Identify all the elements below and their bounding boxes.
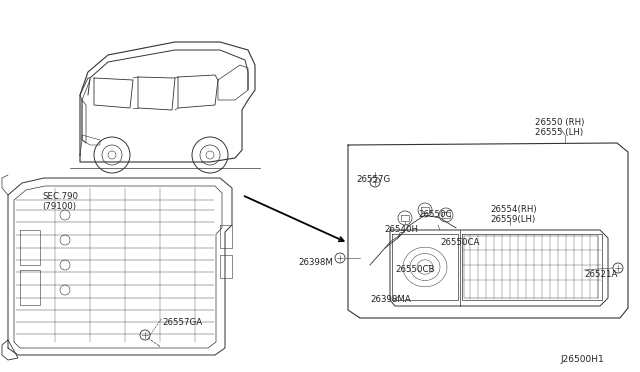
Text: 26559(LH): 26559(LH): [490, 215, 535, 224]
Text: 26540H: 26540H: [384, 225, 418, 234]
Text: 26550CB: 26550CB: [395, 265, 435, 274]
Text: (79100): (79100): [42, 202, 76, 211]
Text: 26557GA: 26557GA: [162, 318, 202, 327]
Text: 26555 (LH): 26555 (LH): [535, 128, 583, 137]
Text: 26554(RH): 26554(RH): [490, 205, 536, 214]
Text: SEC.790: SEC.790: [42, 192, 78, 201]
Text: 26550CA: 26550CA: [440, 238, 479, 247]
Text: 26398M: 26398M: [298, 258, 333, 267]
Text: 26557G: 26557G: [356, 175, 390, 184]
Text: 26550 (RH): 26550 (RH): [535, 118, 584, 127]
Text: J26500H1: J26500H1: [560, 355, 604, 364]
Text: 26398MA: 26398MA: [370, 295, 411, 304]
Text: 26521A: 26521A: [584, 270, 618, 279]
Text: 26550C: 26550C: [418, 210, 451, 219]
